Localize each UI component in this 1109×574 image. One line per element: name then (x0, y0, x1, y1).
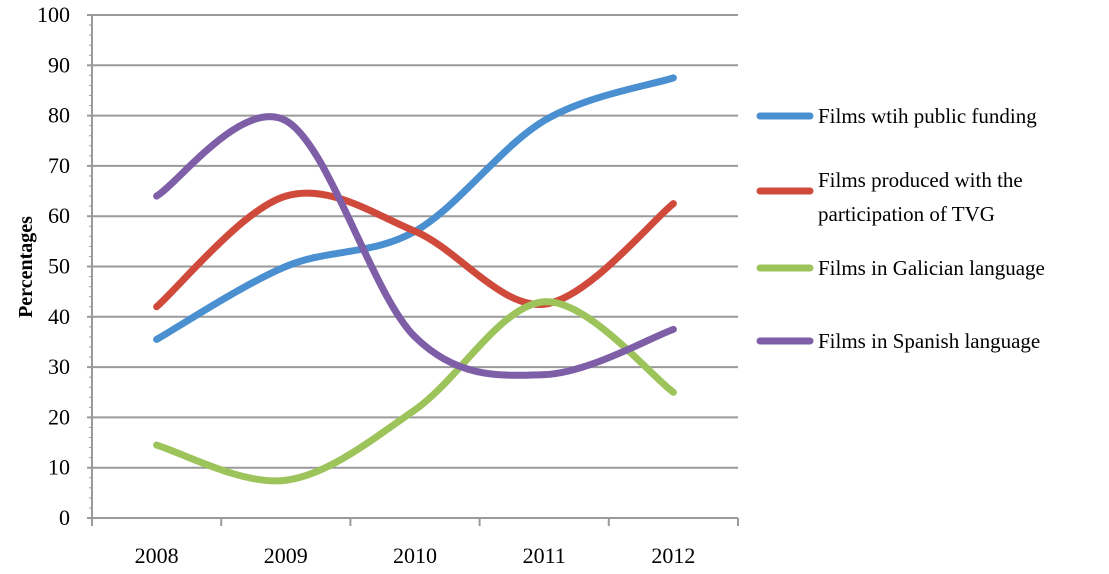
series-line-films-wtih-public-funding (153, 74, 677, 343)
legend-label: Films produced with the (818, 168, 1023, 192)
legend-label: Films wtih public funding (818, 104, 1037, 128)
x-tick-label: 2011 (523, 543, 566, 568)
y-axis-label: Percentages (15, 216, 37, 318)
legend: Films wtih public funding Films produced … (756, 104, 1045, 353)
legend-item: Films wtih public funding (756, 104, 1037, 128)
y-tick-label: 0 (59, 505, 70, 530)
y-tick-label: 40 (48, 304, 70, 329)
y-tick-label: 60 (48, 203, 70, 228)
legend-item: Films in Galician language (756, 256, 1045, 280)
series-line-films-in-galician-language (153, 298, 677, 485)
series-line-films-produced-with-the-participation-of-tvg (153, 189, 677, 311)
legend-label: Films in Spanish language (818, 329, 1040, 353)
x-tick-label: 2012 (651, 543, 695, 568)
y-tick-label: 20 (48, 404, 70, 429)
x-tick-label: 2009 (264, 543, 308, 568)
y-tick-label: 100 (37, 2, 70, 27)
axes (87, 14, 739, 526)
x-tick-labels: 2008 2009 2010 2011 2012 (135, 543, 696, 568)
y-tick-label: 30 (48, 354, 70, 379)
x-tick-label: 2008 (135, 543, 179, 568)
y-tick-label: 10 (48, 455, 70, 480)
legend-label: participation of TVG (818, 202, 995, 226)
y-tick-label: 70 (48, 153, 70, 178)
series-lines (153, 74, 677, 485)
series-line-films-in-spanish-language (153, 113, 677, 379)
legend-item: Films produced with the participation of … (756, 168, 1023, 226)
y-tick-label: 50 (48, 254, 70, 279)
x-tick-label: 2010 (393, 543, 437, 568)
y-tick-label: 90 (48, 52, 70, 77)
legend-label: Films in Galician language (818, 256, 1045, 280)
legend-item: Films in Spanish language (756, 329, 1040, 353)
y-tick-labels: 0 10 20 30 40 50 60 70 80 90 100 (37, 2, 70, 530)
y-tick-label: 80 (48, 103, 70, 128)
